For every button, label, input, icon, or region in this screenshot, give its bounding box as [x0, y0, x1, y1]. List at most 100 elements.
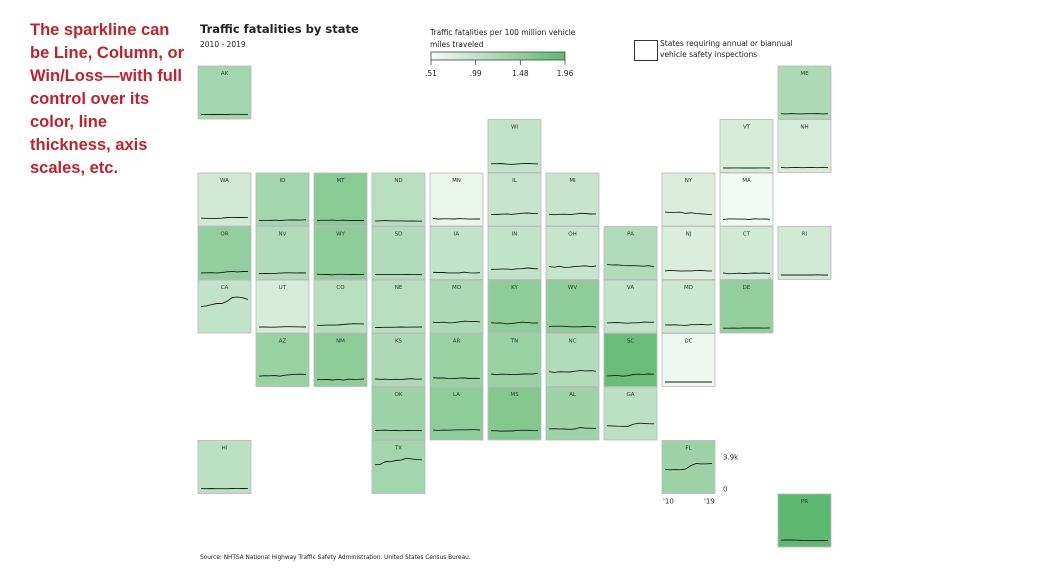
- state-label: AZ: [279, 339, 287, 345]
- state-tile-va: [603, 279, 658, 334]
- state-tile-tn: [487, 333, 542, 387]
- sparkline-tx: [374, 457, 423, 466]
- state-label: NM: [336, 339, 345, 345]
- state-tile-de: [719, 279, 774, 334]
- state-label: WY: [336, 232, 345, 238]
- state-tile-ut: [255, 279, 310, 334]
- state-label: MA: [742, 178, 751, 184]
- state-label: NY: [685, 178, 693, 184]
- state-label: VA: [627, 285, 634, 291]
- color-legend-bar: [430, 51, 566, 61]
- state-label: MD: [684, 285, 693, 291]
- sparkline-pa: [606, 264, 655, 268]
- sparkline-ne: [374, 326, 423, 328]
- state-label: NV: [279, 232, 287, 238]
- state-tile-ct: [719, 226, 774, 280]
- chart-title: Traffic fatalities by state: [200, 22, 359, 36]
- sparkline-fl: [664, 462, 713, 471]
- color-legend-tick-label: 1.96: [557, 69, 574, 78]
- sparkline-nv: [258, 272, 307, 274]
- sparkline-mn: [432, 218, 481, 220]
- sparkline-il: [490, 212, 539, 215]
- state-tile-ne: [371, 279, 426, 334]
- sparkline-sc: [606, 373, 655, 377]
- state-label: PR: [801, 499, 808, 505]
- state-label: NE: [395, 285, 403, 291]
- state-tile-ca: [197, 279, 252, 334]
- state-label: AK: [221, 71, 229, 77]
- state-label: MI: [569, 178, 576, 184]
- state-tile-sd: [371, 226, 426, 280]
- sparkline-tn: [490, 372, 539, 376]
- state-label: DC: [684, 339, 692, 345]
- state-tile-hi: [197, 440, 252, 494]
- state-label: AL: [569, 392, 577, 398]
- sparkline-wv: [548, 325, 597, 328]
- state-label: SC: [627, 339, 634, 345]
- sparkline-ut: [258, 326, 307, 328]
- sparkline-ct: [722, 272, 771, 275]
- state-tile-or: [197, 226, 252, 280]
- sparkline-wi: [490, 163, 539, 165]
- state-tile-nc: [545, 333, 600, 387]
- state-label: MN: [452, 178, 461, 184]
- color-legend-tick-label: .99: [470, 69, 482, 78]
- sparkline-al: [548, 427, 597, 430]
- state-tile-tx: [371, 440, 426, 494]
- chart-subtitle: 2010 - 2019: [200, 40, 246, 49]
- state-tile-ks: [371, 333, 426, 387]
- state-label: WA: [220, 178, 229, 184]
- sparkline-nj: [664, 269, 712, 272]
- sparkline-az: [258, 373, 307, 377]
- sparkline-nc: [548, 370, 597, 373]
- axis-end-label: '19: [704, 498, 715, 506]
- sparkline-va: [606, 321, 655, 324]
- sparkline-ky: [490, 321, 539, 325]
- state-label: FL: [685, 446, 692, 452]
- sparkline-ia: [432, 271, 481, 274]
- sparkline-md: [664, 323, 713, 326]
- state-tile-nh: [777, 119, 832, 173]
- state-tile-md: [661, 279, 716, 334]
- state-tile-ak: [197, 65, 252, 120]
- state-tile-ri: [777, 226, 832, 280]
- sparkline-ks: [374, 378, 423, 381]
- state-label: NJ: [686, 232, 692, 238]
- state-tile-pa: [603, 226, 658, 280]
- state-tile-nv: [255, 226, 310, 280]
- state-tile-vt: [719, 119, 774, 173]
- state-label: HI: [222, 446, 228, 452]
- state-label: WI: [511, 125, 518, 131]
- sparkline-mi: [548, 212, 597, 216]
- state-tile-wv: [545, 279, 600, 334]
- sparkline-nm: [316, 378, 365, 381]
- state-tile-al: [545, 386, 600, 441]
- state-label: LA: [453, 392, 460, 398]
- state-tile-ia: [429, 226, 484, 280]
- state-tile-dc: [661, 333, 716, 387]
- state-tile-mo: [429, 279, 484, 334]
- state-label: TN: [510, 339, 518, 345]
- state-tile-ga: [603, 386, 658, 441]
- sparkline-mo: [432, 320, 481, 324]
- state-label: ME: [800, 71, 809, 77]
- state-label: KY: [511, 285, 518, 291]
- color-legend-tick-label: .51: [425, 69, 437, 78]
- axis-max-label: 3.9k: [723, 454, 739, 462]
- state-label: OR: [220, 232, 228, 238]
- sparkline-co: [317, 323, 365, 326]
- sparkline-in: [491, 267, 539, 270]
- inspection-legend-label: States requiring annual or biannual vehi…: [660, 39, 793, 59]
- sparkline-oh: [548, 265, 597, 268]
- state-tile-me: [777, 65, 832, 120]
- state-label: CO: [336, 285, 345, 291]
- sparkline-ar: [432, 377, 481, 380]
- state-tile-ok: [371, 386, 426, 441]
- state-label: CA: [221, 285, 229, 291]
- state-label: ND: [394, 178, 402, 184]
- state-tile-ky: [487, 279, 542, 334]
- inspection-legend-swatch: [634, 40, 658, 61]
- sparkline-id: [258, 219, 307, 222]
- sparkline-nh: [780, 166, 829, 169]
